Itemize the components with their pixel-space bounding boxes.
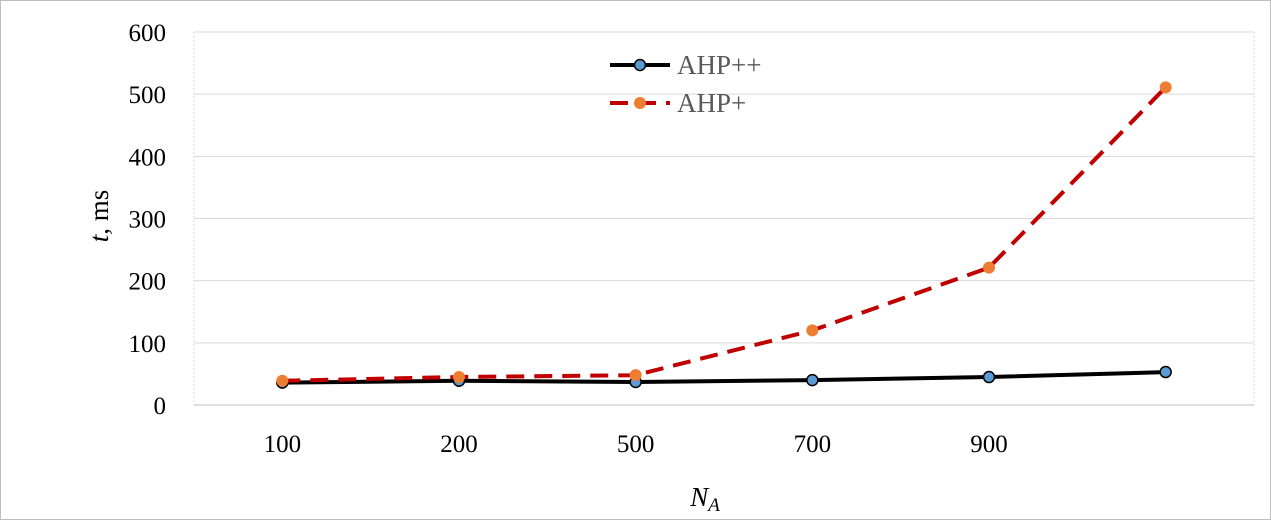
- y-tick-label-0: 0: [154, 393, 167, 420]
- y-tick-labels: 0 100 200 300 400 500 600: [129, 20, 167, 420]
- x-tick-label-4: 900: [970, 431, 1008, 458]
- series-1-point-4: [983, 261, 995, 274]
- x-axis-title-sub: A: [706, 495, 720, 516]
- y-tick-label-200: 200: [129, 269, 167, 296]
- y-tick-label-400: 400: [129, 144, 167, 171]
- y-tick-label-100: 100: [129, 331, 167, 358]
- x-tick-labels: 100 200 500 700 900: [264, 431, 1008, 458]
- x-axis-title: NA: [689, 482, 720, 516]
- series-1-point-5: [1159, 81, 1172, 94]
- series-1-point-1: [453, 371, 465, 384]
- y-tick-label-500: 500: [129, 82, 167, 109]
- series-line-1: [282, 85, 1168, 383]
- x-axis-title-main: N: [689, 482, 710, 512]
- x-tick-label-3: 700: [794, 431, 832, 458]
- y-tick-label-300: 300: [129, 207, 167, 234]
- series-0-point-5: [1159, 365, 1172, 379]
- series-0-point-3: [806, 373, 819, 387]
- series-group: [276, 81, 1172, 389]
- series-1-point-0: [276, 374, 289, 387]
- x-tick-label-0: 100: [264, 431, 302, 458]
- y-axis-title: t, ms: [84, 190, 114, 243]
- legend-marker-ahp-plus: [634, 97, 646, 109]
- series-1-point-3: [806, 324, 819, 337]
- series-line-0: [282, 370, 1166, 385]
- y-axis-title-rest: , ms: [84, 190, 114, 235]
- x-tick-label-1: 200: [440, 431, 478, 458]
- grid-lines: [193, 31, 1255, 406]
- series-0-point-4: [982, 370, 996, 384]
- legend: AHP++ AHP+: [610, 50, 761, 118]
- series-1-point-2: [629, 369, 642, 382]
- legend-marker-ahp-plus-plus: [633, 58, 647, 72]
- x-tick-label-2: 500: [617, 431, 655, 458]
- y-axis-title-italic: t: [84, 233, 114, 242]
- y-tick-label-600: 600: [129, 20, 167, 47]
- legend-label-ahp-plus-plus: AHP++: [677, 50, 761, 80]
- legend-label-ahp-plus: AHP+: [677, 88, 746, 118]
